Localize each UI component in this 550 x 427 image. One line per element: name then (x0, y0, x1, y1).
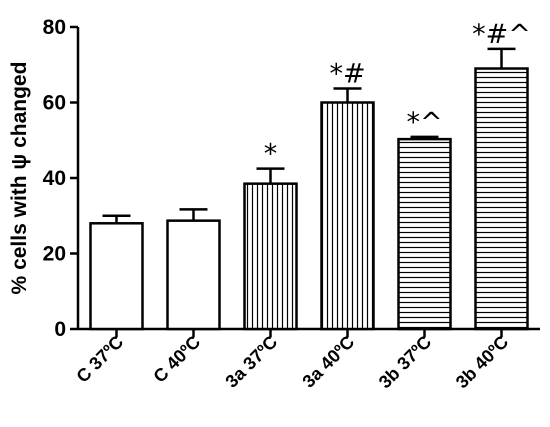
y-tick-label: 80 (43, 16, 66, 39)
x-tick-label: C 40ºC (149, 332, 204, 387)
y-axis-label: % cells with ψ changed (8, 62, 31, 295)
bars (89, 47, 529, 331)
bar (320, 101, 375, 331)
y-tick-label: 20 (43, 243, 66, 266)
y-tick-label: 60 (43, 92, 66, 115)
bar (474, 67, 529, 331)
y-tick-label: 40 (43, 167, 66, 190)
x-tick-label: 3a 40ºC (298, 332, 358, 392)
bar (89, 222, 144, 331)
x-tick-label: 3b 37ºC (375, 332, 436, 393)
labels: C 37ºC C 40ºC * 3a 37ºC *# 3a 40ºC *^ 3b 37ºC *#… (72, 19, 530, 392)
significance-label: *# (329, 59, 365, 90)
x-tick-label: 3b 40ºC (452, 332, 513, 393)
significance-label: *^ (406, 107, 442, 138)
y-tick-label: 0 (54, 318, 66, 341)
bar (243, 182, 298, 331)
bar (166, 219, 221, 331)
axes: 0 20 40 60 80 (43, 16, 540, 341)
significance-label: * (264, 139, 278, 170)
significance-label: *#^ (472, 19, 531, 50)
x-tick-label: 3a 37ºC (221, 332, 281, 392)
bar (397, 137, 452, 331)
x-tick-label: C 37ºC (72, 332, 127, 387)
